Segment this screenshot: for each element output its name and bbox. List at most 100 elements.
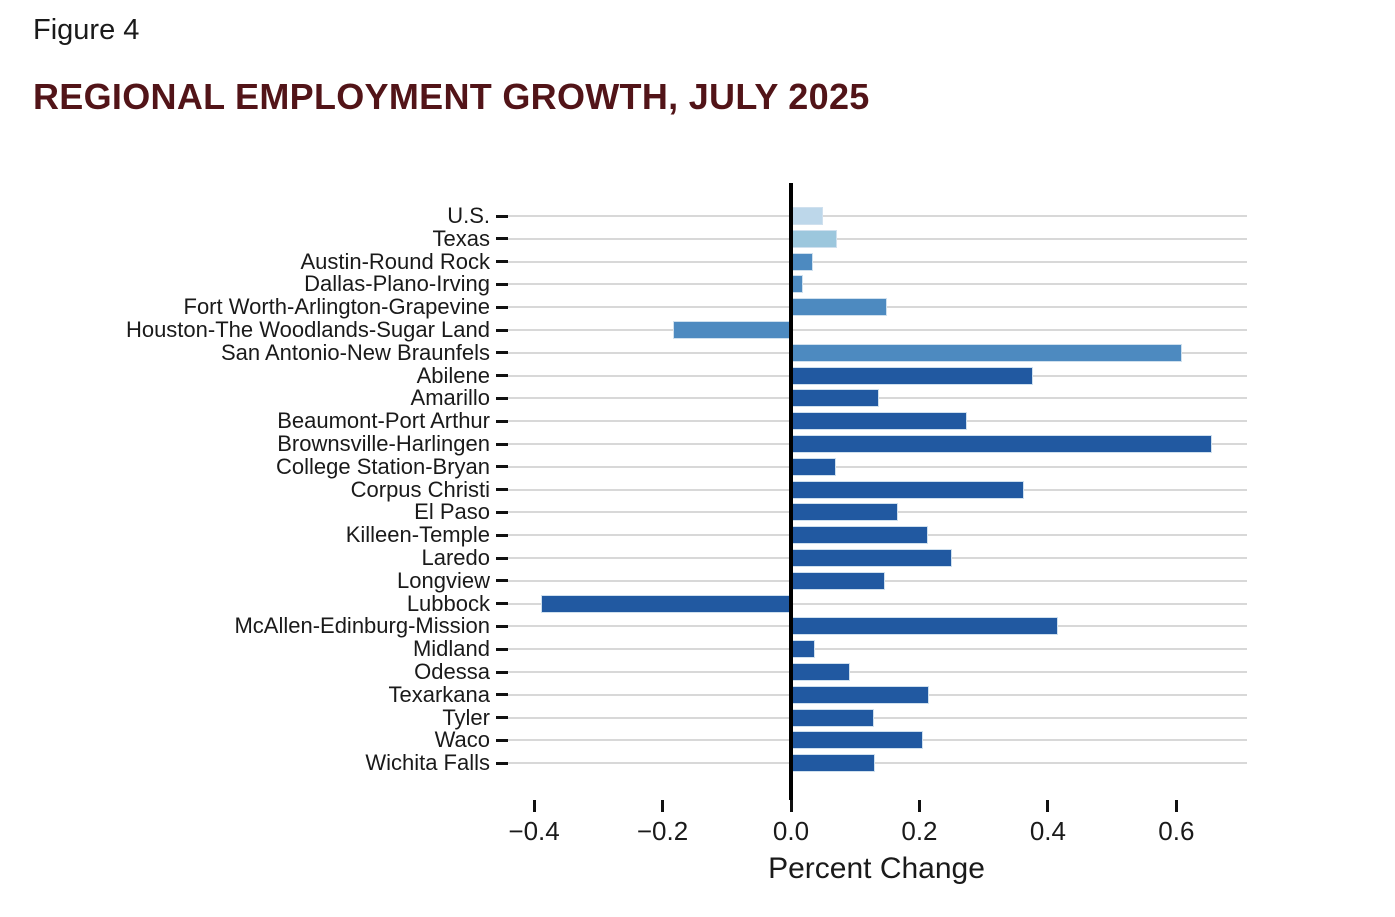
y-axis-tick xyxy=(496,738,508,742)
category-label: Brownsville-Harlingen xyxy=(277,431,490,456)
bar-beaumont-port-arthur xyxy=(791,412,967,431)
zero-baseline xyxy=(789,183,793,800)
category-label: Houston-The Woodlands-Sugar Land xyxy=(125,317,490,342)
x-tick-label: −0.2 xyxy=(636,816,689,846)
x-axis-tick xyxy=(1174,800,1178,812)
y-axis-tick xyxy=(496,716,508,720)
bar-texarkana xyxy=(791,685,930,704)
bar-san-antonio-new-braunfels xyxy=(791,343,1182,362)
bar-el-paso xyxy=(791,503,899,522)
x-axis-tick xyxy=(1046,800,1050,812)
y-axis-tick xyxy=(496,396,508,400)
y-axis-tick xyxy=(496,761,508,765)
y-axis-tick xyxy=(496,214,508,218)
category-label: Lubbock xyxy=(406,590,490,616)
x-axis-tick xyxy=(661,800,665,812)
y-axis-tick xyxy=(496,237,508,241)
y-axis-tick xyxy=(496,465,508,469)
chart-title: REGIONAL EMPLOYMENT GROWTH, JULY 2025 xyxy=(33,76,870,117)
x-axis-tick xyxy=(789,800,793,812)
bar-fort-worth-arlington-grapevine xyxy=(791,298,888,317)
y-axis-tick xyxy=(496,556,508,560)
y-axis-tick xyxy=(496,442,508,446)
gridline xyxy=(506,237,1247,240)
bar-corpus-christi xyxy=(791,480,1024,499)
gridline xyxy=(506,465,1247,468)
bar-laredo xyxy=(791,549,952,567)
bar-waco xyxy=(791,731,923,750)
category-label: Wichita Falls xyxy=(365,750,490,776)
y-axis-tick xyxy=(496,305,508,309)
bar-texas xyxy=(791,229,838,248)
bar-mcallen-edinburg-mission xyxy=(791,617,1058,636)
category-label: Beaumont-Port Arthur xyxy=(277,408,490,434)
category-label: Texarkana xyxy=(388,681,490,707)
category-label: Texas xyxy=(432,225,490,251)
y-axis-tick xyxy=(496,510,508,514)
y-axis-tick xyxy=(496,624,508,628)
x-tick-label: 0.0 xyxy=(772,816,810,846)
y-axis-tick xyxy=(496,579,508,583)
bar-abilene xyxy=(791,366,1034,385)
category-label: El Paso xyxy=(414,499,490,525)
y-axis-tick xyxy=(496,351,508,355)
category-label: Dallas-Plano-Irving xyxy=(304,271,490,297)
gridline xyxy=(506,602,1247,605)
bar-wichita-falls xyxy=(791,754,876,773)
bar-longview xyxy=(791,571,886,590)
x-tick-label: −0.4 xyxy=(508,816,560,846)
category-label: Odessa xyxy=(414,659,490,684)
category-label: Midland xyxy=(412,636,490,662)
y-axis-tick xyxy=(496,670,508,674)
category-label: Tyler xyxy=(442,704,490,730)
y-axis-tick xyxy=(496,374,508,378)
gridline xyxy=(506,329,1247,331)
category-label: Killeen-Temple xyxy=(345,522,490,548)
y-axis-tick xyxy=(496,693,508,697)
x-tick-label: 0.4 xyxy=(1029,816,1066,846)
category-label: College Station-Bryan xyxy=(275,453,490,479)
gridline xyxy=(506,215,1247,217)
category-label: Austin-Round Rock xyxy=(300,248,490,274)
bar-college-station-bryan xyxy=(791,457,836,476)
x-tick-label: 0.2 xyxy=(901,816,938,846)
y-axis-tick xyxy=(496,419,508,423)
bar-amarillo xyxy=(791,389,879,408)
category-label: Laredo xyxy=(421,545,490,570)
category-label: Amarillo xyxy=(410,385,490,411)
gridline xyxy=(506,762,1247,765)
gridline xyxy=(506,671,1247,673)
gridline xyxy=(506,283,1247,286)
x-axis-title: Percent Change xyxy=(768,852,985,885)
category-label: Fort Worth-Arlington-Grapevine xyxy=(183,294,491,320)
category-label: Waco xyxy=(434,727,490,753)
gridline xyxy=(506,716,1247,719)
bar-killeen-temple xyxy=(791,526,928,545)
bar-houston-the-woodlands-sugar-land xyxy=(672,321,791,339)
bar-odessa xyxy=(791,663,851,681)
category-label: Abilene xyxy=(416,362,490,388)
category-label: McAllen-Edinburg-Mission xyxy=(234,613,490,639)
category-label: Longview xyxy=(397,567,490,593)
gridline xyxy=(506,648,1247,651)
category-label: San Antonio-New Braunfels xyxy=(220,339,490,365)
x-axis-tick xyxy=(917,800,921,812)
gridline xyxy=(506,260,1247,263)
y-axis-tick xyxy=(496,260,508,264)
y-axis-tick xyxy=(496,647,508,651)
bar-brownsville-harlingen xyxy=(791,435,1212,453)
bar-lubbock xyxy=(541,594,791,613)
y-axis-tick xyxy=(496,488,508,492)
bar-tyler xyxy=(791,708,875,727)
x-tick-label: 0.6 xyxy=(1158,816,1195,846)
category-label: Corpus Christi xyxy=(350,476,490,502)
figure-label: Figure 4 xyxy=(33,14,140,46)
y-axis-tick xyxy=(496,328,508,332)
y-axis-tick xyxy=(496,602,508,606)
x-axis-tick xyxy=(532,800,536,812)
bar-midland xyxy=(791,640,815,659)
y-axis-tick xyxy=(496,533,508,537)
category-label: U.S. xyxy=(447,203,490,228)
bar-austin-round-rock xyxy=(791,252,813,271)
